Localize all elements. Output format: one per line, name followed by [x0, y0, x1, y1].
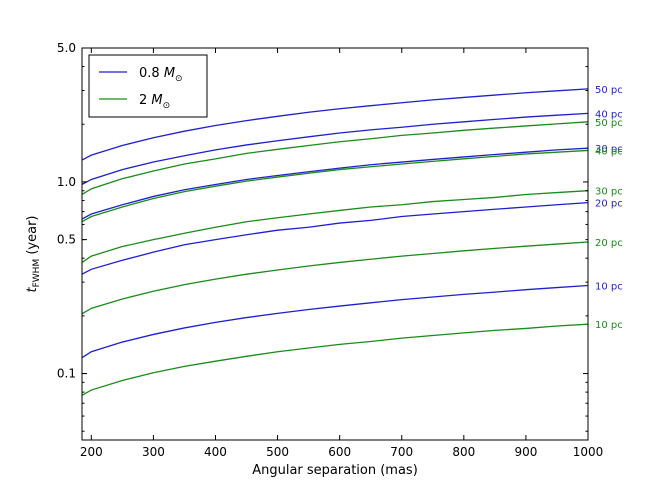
series-end-label-5: 30 pc	[595, 187, 623, 198]
x-tick-label: 1000	[573, 445, 604, 459]
series-line-4	[81, 149, 589, 223]
series-line-6	[81, 201, 589, 275]
series-end-label-0: 50 pc	[595, 85, 623, 96]
series-end-label-2: 50 pc	[595, 118, 623, 129]
x-tick-label: 400	[204, 445, 227, 459]
plot-frame	[81, 47, 589, 441]
legend-label: 0.8 M⊙	[139, 66, 183, 84]
series-end-label-3: 30 pc	[595, 144, 623, 155]
x-tick-label: 700	[390, 445, 413, 459]
series-line-7	[81, 241, 589, 315]
y-tick-label: 5.0	[57, 41, 76, 55]
series-end-label-1: 40 pc	[595, 109, 623, 120]
y-tick-label: 0.1	[57, 367, 76, 381]
x-tick-label: 500	[266, 445, 289, 459]
x-axis-title: Angular separation (mas)	[252, 463, 418, 478]
y-axis-title-subscript: FWHM	[32, 259, 42, 288]
series-line-8	[81, 284, 589, 359]
x-tick-label: 600	[328, 445, 351, 459]
legend-box	[88, 54, 208, 118]
y-axis-title: tFWHM (year)	[25, 216, 42, 293]
x-tick-label: 800	[452, 445, 475, 459]
series-end-label-6: 20 pc	[595, 199, 623, 210]
series-line-3	[81, 147, 589, 220]
series-group	[81, 88, 589, 396]
series-end-label-4: 40 pc	[595, 146, 623, 157]
series-line-1	[81, 112, 589, 186]
x-tick-label: 300	[142, 445, 165, 459]
y-axis-title-symbol: t	[25, 287, 40, 293]
axis-ticks: 200 300 400 500 600 700 800 900 1000 0.1 0.5 1.0 5.0	[57, 41, 603, 459]
series-line-2	[81, 121, 589, 196]
y-tick-label: 0.5	[57, 233, 76, 247]
legend: 0.8 M⊙ 2 M⊙	[88, 54, 208, 118]
x-tick-label: 900	[514, 445, 537, 459]
series-line-9	[81, 323, 589, 396]
series-line-0	[81, 88, 589, 161]
series-end-label-7: 20 pc	[595, 238, 623, 249]
x-tick-label: 200	[80, 445, 103, 459]
series-end-label-8: 10 pc	[595, 282, 623, 293]
y-axis-title-unit: (year)	[25, 216, 40, 259]
y-tick-label: 1.0	[57, 175, 76, 189]
series-line-5	[81, 190, 589, 263]
series-end-label-9: 10 pc	[595, 320, 623, 331]
legend-label: 2 M⊙	[139, 93, 170, 111]
